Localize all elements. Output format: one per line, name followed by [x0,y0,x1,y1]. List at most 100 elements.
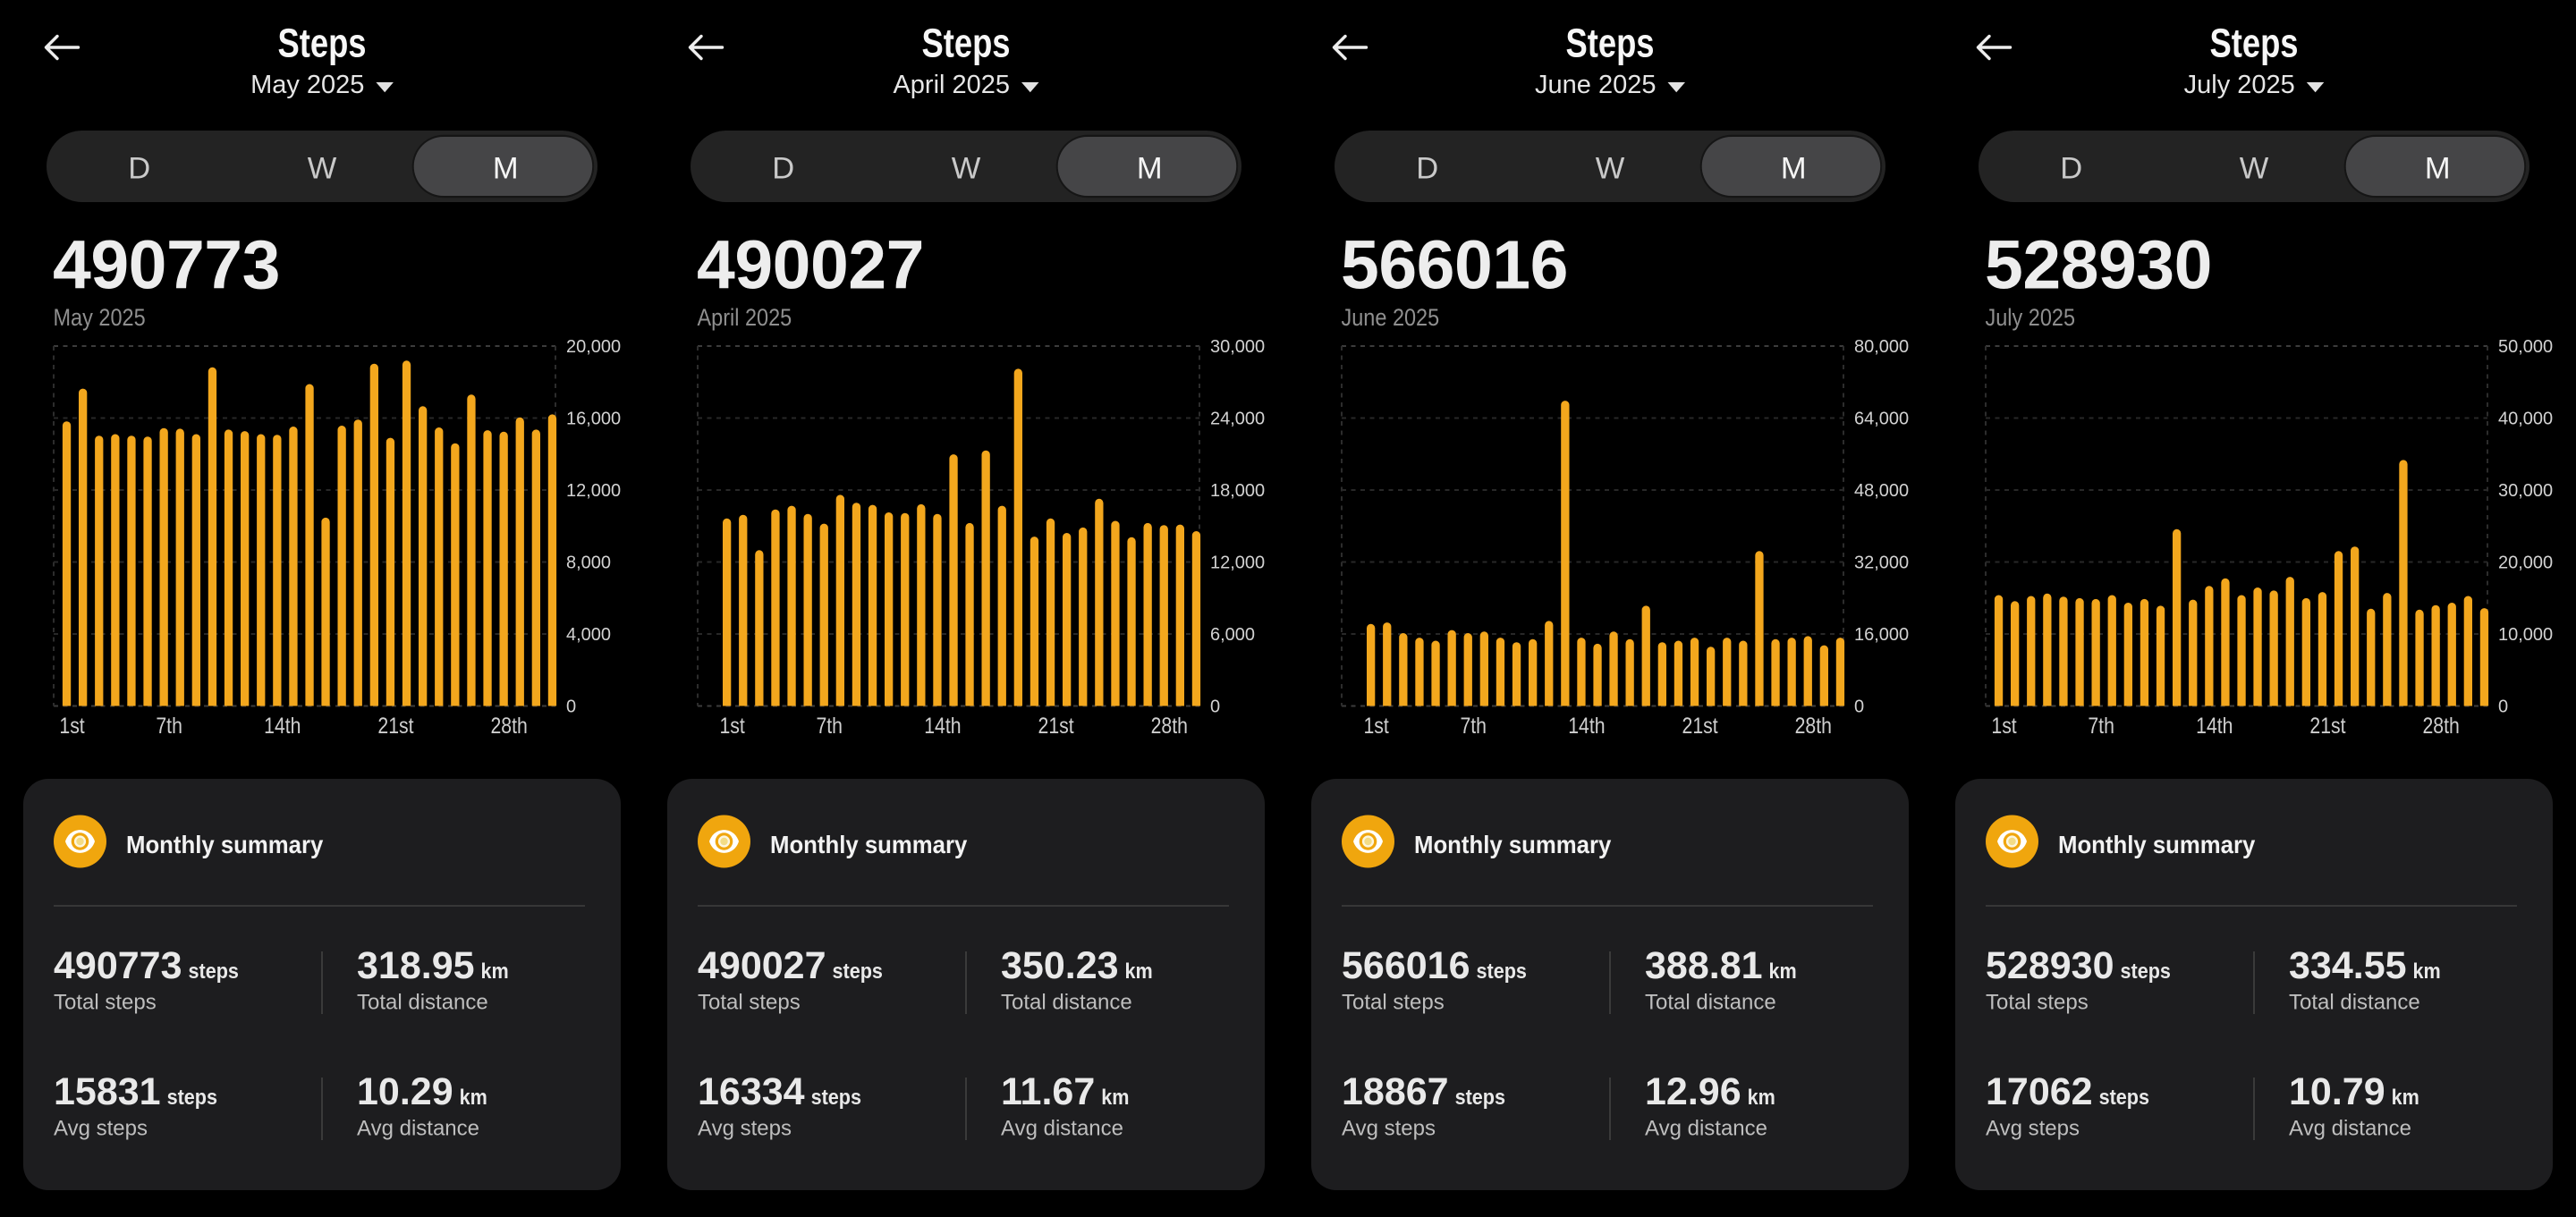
svg-text:490773: 490773 [54,944,182,987]
svg-text:steps: steps [811,1085,861,1109]
svg-text:18,000: 18,000 [1210,481,1265,501]
svg-text:0: 0 [1210,697,1220,717]
svg-text:566016: 566016 [1341,227,1568,304]
svg-text:30,000: 30,000 [2498,481,2553,501]
svg-text:32,000: 32,000 [1854,554,1909,573]
svg-text:M: M [2425,152,2451,186]
svg-text:steps: steps [832,959,882,983]
svg-text:16,000: 16,000 [1854,625,1909,645]
svg-text:28th: 28th [1795,713,1832,738]
svg-text:Total distance: Total distance [357,991,488,1015]
svg-text:490027: 490027 [697,227,924,304]
svg-text:Avg steps: Avg steps [1986,1117,2080,1141]
svg-text:566016: 566016 [1342,944,1470,987]
svg-text:0: 0 [566,697,576,717]
svg-text:16334: 16334 [698,1070,805,1113]
svg-text:Avg steps: Avg steps [54,1117,148,1141]
svg-text:28th: 28th [2422,713,2459,738]
svg-text:6,000: 6,000 [1210,625,1255,645]
svg-text:M: M [493,152,519,186]
svg-text:Monthly summary: Monthly summary [126,831,323,858]
svg-text:28th: 28th [1151,713,1188,738]
svg-text:April 2025: April 2025 [893,71,1010,99]
svg-text:Total distance: Total distance [2289,991,2420,1015]
svg-text:Total distance: Total distance [1001,991,1132,1015]
svg-text:May 2025: May 2025 [250,71,364,99]
svg-text:490773: 490773 [53,227,280,304]
svg-text:June 2025: June 2025 [1535,71,1656,99]
svg-text:7th: 7th [1460,713,1487,738]
svg-text:Steps: Steps [2209,21,2298,66]
svg-text:21st: 21st [1682,713,1719,738]
svg-text:7th: 7th [2088,713,2114,738]
svg-text:Steps: Steps [921,21,1010,66]
svg-text:W: W [2240,152,2269,186]
svg-text:10,000: 10,000 [2498,625,2553,645]
svg-text:48,000: 48,000 [1854,481,1909,501]
svg-text:1st: 1st [1991,713,2017,738]
svg-text:steps: steps [1455,1085,1505,1109]
svg-text:km: km [1769,959,1797,983]
svg-text:12,000: 12,000 [566,481,621,501]
svg-text:steps: steps [167,1085,217,1109]
svg-text:1st: 1st [719,713,745,738]
svg-text:528930: 528930 [1985,227,2212,304]
svg-text:64,000: 64,000 [1854,410,1909,429]
svg-text:14th: 14th [264,713,301,738]
svg-text:Steps: Steps [1565,21,1654,66]
svg-text:Steps: Steps [277,21,366,66]
svg-text:0: 0 [1854,697,1864,717]
svg-text:20,000: 20,000 [566,337,621,357]
svg-text:14th: 14th [924,713,961,738]
svg-text:388.81: 388.81 [1645,944,1763,987]
svg-text:528930: 528930 [1986,944,2114,987]
svg-text:Total steps: Total steps [1986,991,2089,1015]
svg-text:steps: steps [2099,1085,2149,1109]
svg-text:km: km [1101,1085,1129,1109]
svg-text:W: W [1596,152,1625,186]
svg-text:km: km [2413,959,2441,983]
svg-text:D: D [2060,152,2082,186]
svg-text:17062: 17062 [1986,1070,2093,1113]
svg-text:steps: steps [2120,959,2170,983]
svg-text:steps: steps [188,959,238,983]
svg-text:10.79: 10.79 [2289,1070,2385,1113]
svg-text:Total distance: Total distance [1645,991,1776,1015]
svg-text:334.55: 334.55 [2289,944,2407,987]
svg-text:km: km [2392,1085,2419,1109]
svg-text:80,000: 80,000 [1854,337,1909,357]
svg-text:May 2025: May 2025 [54,305,146,332]
svg-text:21st: 21st [377,713,414,738]
svg-text:July 2025: July 2025 [2184,71,2295,99]
svg-text:W: W [952,152,981,186]
svg-text:km: km [1125,959,1153,983]
svg-text:Total steps: Total steps [698,991,801,1015]
svg-text:Avg distance: Avg distance [357,1117,479,1141]
svg-text:20,000: 20,000 [2498,554,2553,573]
svg-text:12.96: 12.96 [1645,1070,1741,1113]
svg-text:Avg distance: Avg distance [2289,1117,2411,1141]
svg-text:21st: 21st [1038,713,1075,738]
svg-text:318.95: 318.95 [357,944,475,987]
svg-text:km: km [481,959,509,983]
svg-text:1st: 1st [59,713,85,738]
svg-text:M: M [1781,152,1807,186]
svg-text:1st: 1st [1363,713,1389,738]
svg-text:M: M [1137,152,1163,186]
svg-text:8,000: 8,000 [566,554,611,573]
svg-text:steps: steps [1476,959,1526,983]
svg-text:W: W [308,152,337,186]
svg-text:Monthly summary: Monthly summary [1414,831,1611,858]
svg-text:28th: 28th [490,713,527,738]
svg-text:Avg steps: Avg steps [698,1117,792,1141]
svg-text:12,000: 12,000 [1210,554,1265,573]
svg-text:24,000: 24,000 [1210,410,1265,429]
svg-text:490027: 490027 [698,944,826,987]
svg-text:June 2025: June 2025 [1342,305,1440,332]
svg-text:D: D [128,152,150,186]
svg-text:7th: 7th [816,713,843,738]
svg-text:30,000: 30,000 [1210,337,1265,357]
svg-text:21st: 21st [2309,713,2346,738]
svg-text:14th: 14th [2196,713,2233,738]
svg-text:15831: 15831 [54,1070,161,1113]
